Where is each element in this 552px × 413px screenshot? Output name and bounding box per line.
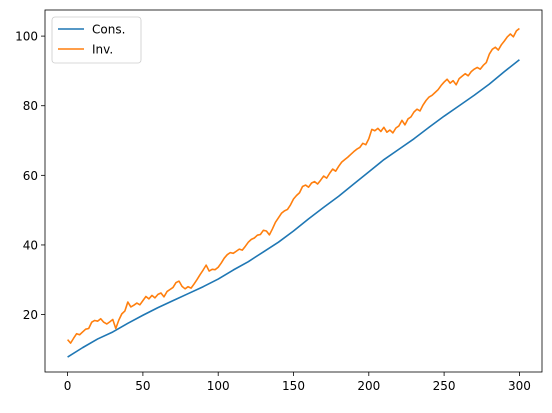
y-tick-label: 20 [23,308,38,322]
x-tick-label: 150 [282,379,305,393]
series-layer [66,27,520,358]
y-tick-label: 80 [23,99,38,113]
legend: Cons. Inv. [51,16,142,64]
series-line-cons [67,59,520,358]
x-tick-label: 300 [508,379,531,393]
plot-area [45,10,542,372]
y-tick-label: 60 [23,169,38,183]
legend-label-cons: Cons. [92,23,125,37]
legend-label-inv: Inv. [92,43,113,57]
y-tick-label: 40 [23,238,38,252]
y-tick-label: 100 [15,30,38,44]
x-tick-label: 50 [135,379,150,393]
y-axis-ticks: 20 40 60 80 100 [15,30,45,322]
series-line-inv [66,27,520,344]
x-axis-ticks: 0 50 100 150 200 250 300 [64,372,531,393]
x-tick-label: 200 [357,379,380,393]
x-tick-label: 250 [433,379,456,393]
x-tick-label: 100 [207,379,230,393]
x-tick-label: 0 [64,379,72,393]
